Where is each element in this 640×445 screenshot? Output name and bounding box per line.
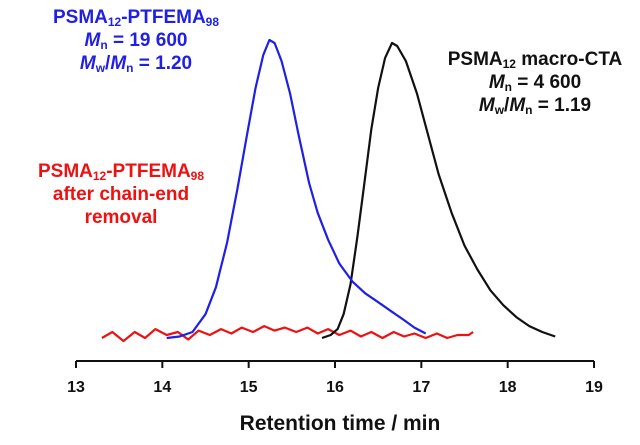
x-tick-label: 19 [585, 379, 603, 396]
x-tick-label: 13 [67, 379, 85, 396]
x-axis-ticks: 13 14 15 16 17 18 19 [67, 361, 603, 396]
x-tick-label: 14 [153, 379, 171, 396]
x-tick-label: 17 [412, 379, 430, 396]
x-tick-label: 18 [499, 379, 517, 396]
label-after-chain-end-removal: PSMA12-PTFEMA98 after chain-end removal [37, 161, 205, 229]
x-tick-label: 16 [326, 379, 344, 396]
label-macro-cta: PSMA12 macro-CTA Mn = 4 600 Mw/Mn = 1.19 [447, 49, 623, 118]
label-psma-ptfema: PSMA12-PTFEMA98 Mn = 19 600 Mw/Mn = 1.20 [52, 7, 220, 76]
x-axis-title: Retention time / min [239, 412, 441, 435]
series-line-1 [321, 41, 556, 340]
series-line-0 [166, 38, 427, 340]
series-line-2 [101, 325, 474, 343]
curves [101, 38, 556, 343]
x-tick-label: 15 [240, 379, 258, 396]
